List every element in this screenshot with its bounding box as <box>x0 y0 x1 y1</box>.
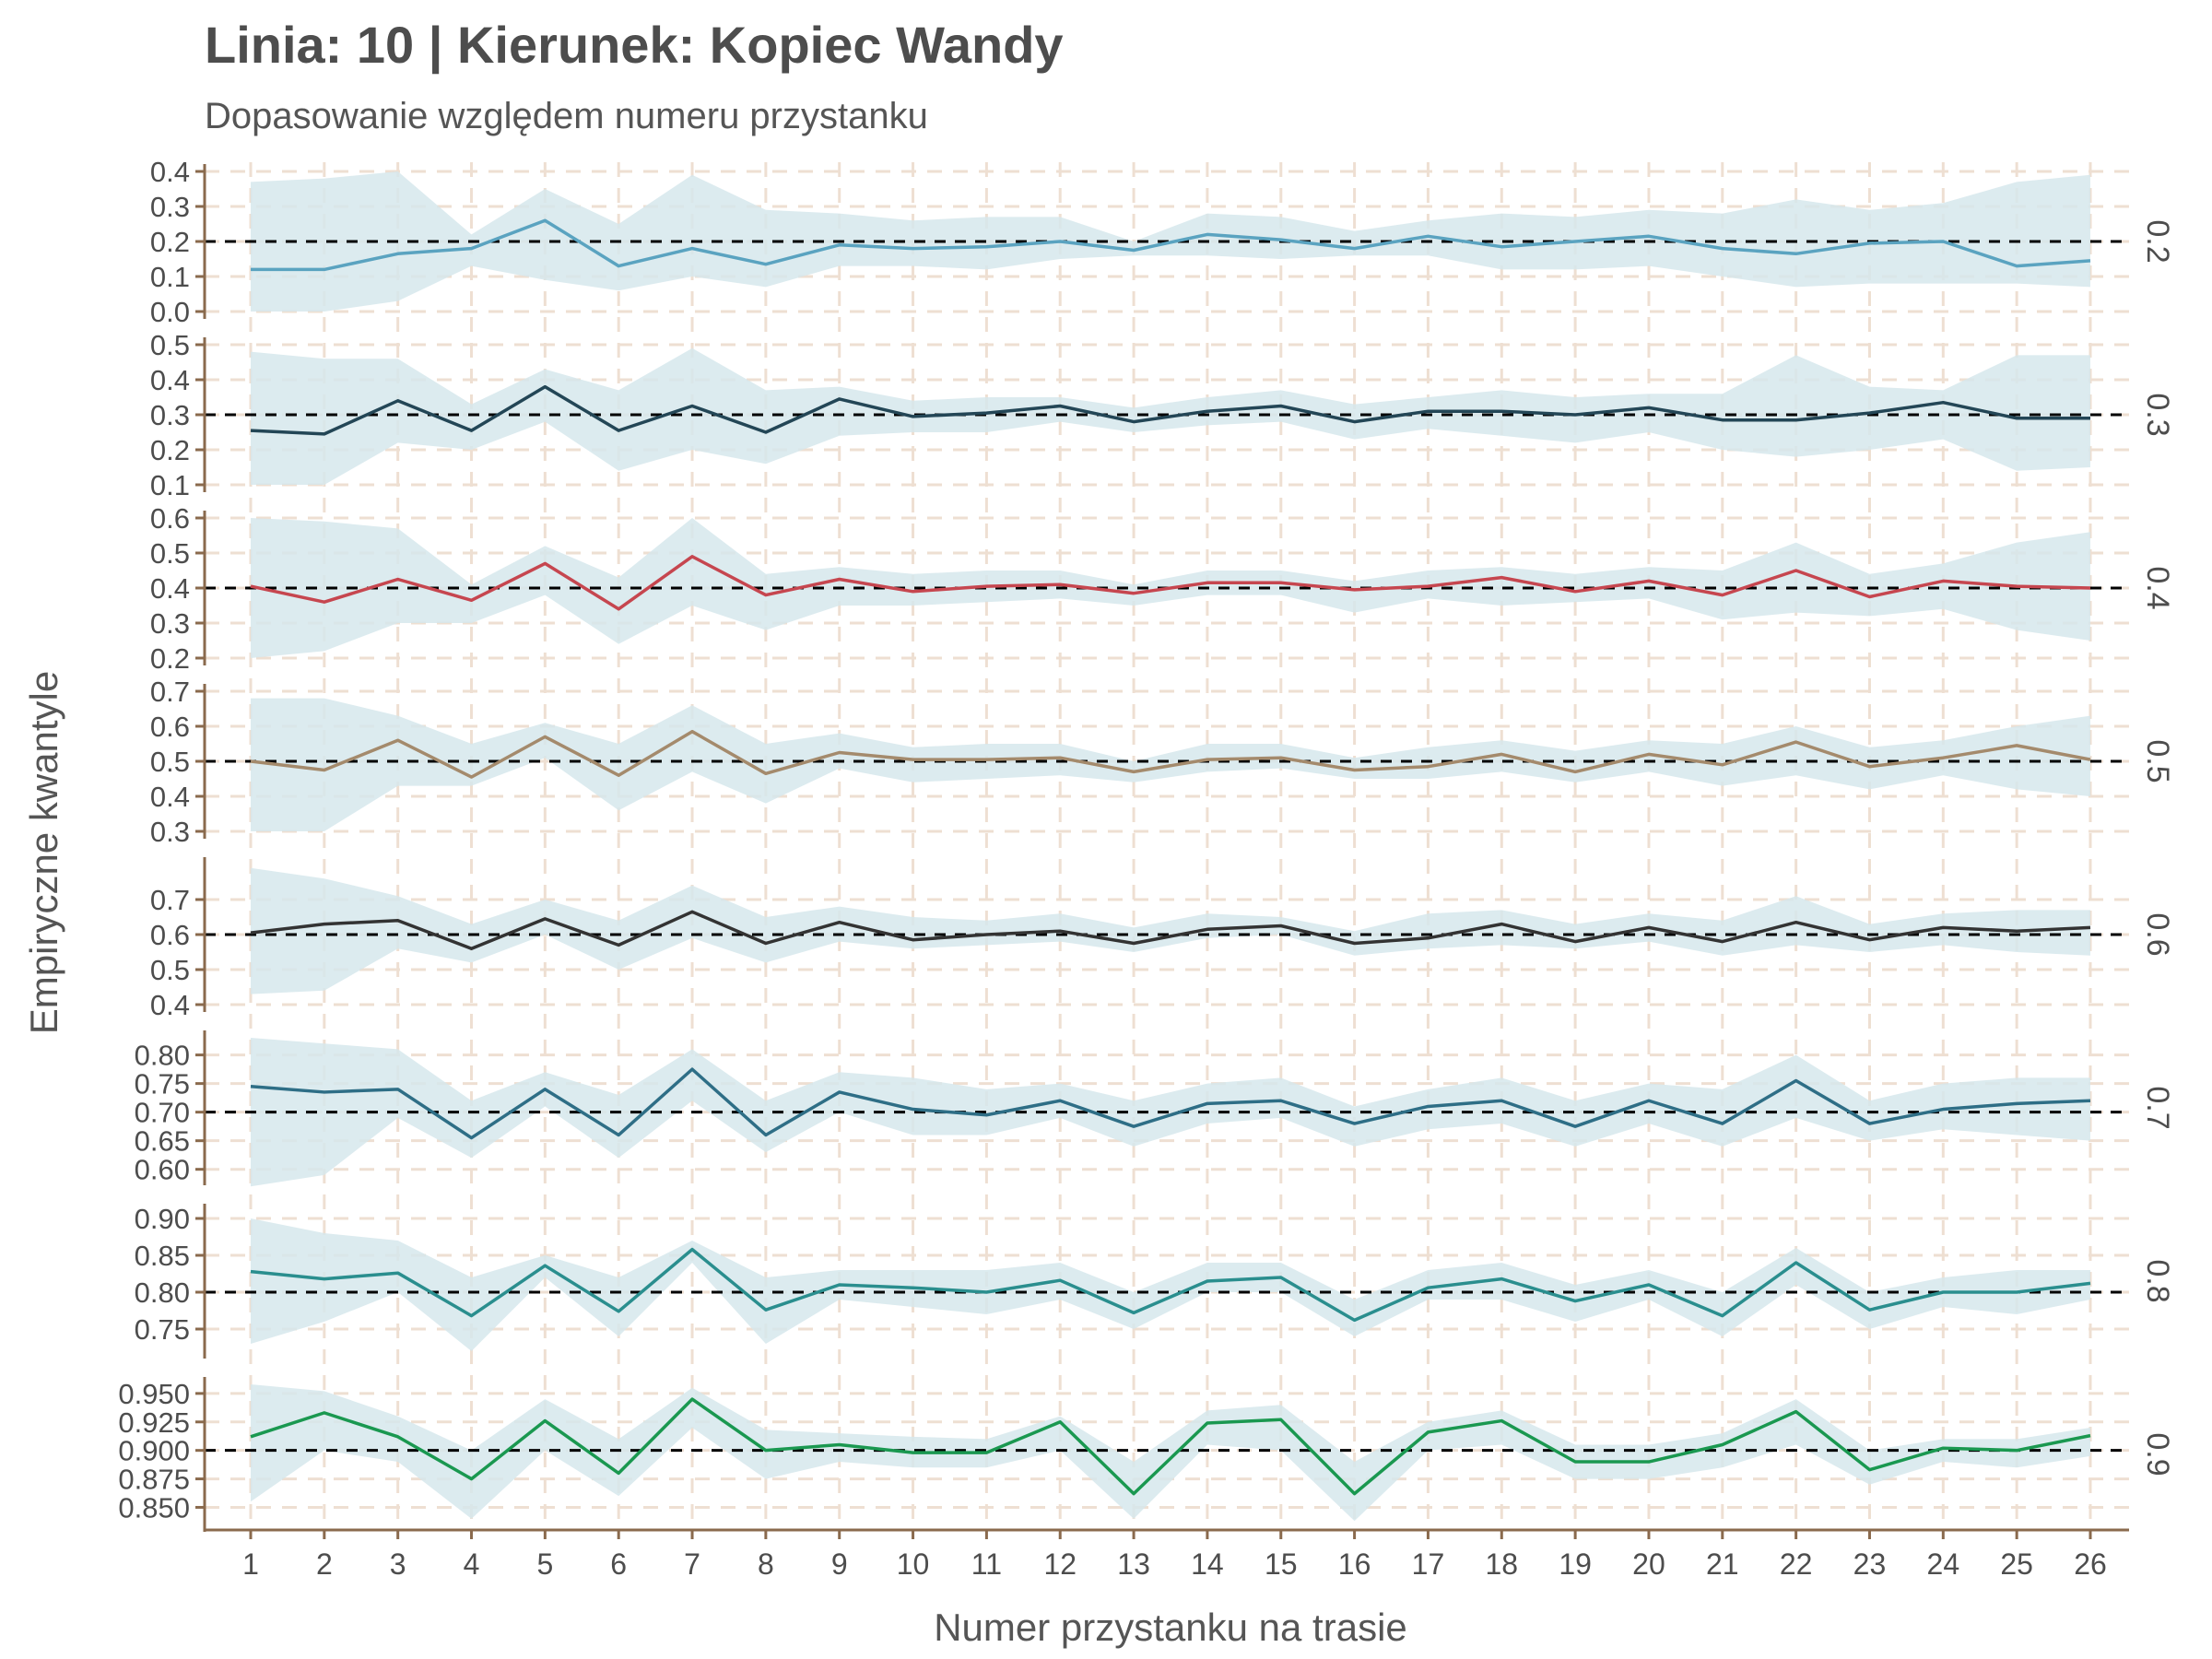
facet-panel-0.8: 0.75 0.80 0.85 0.90 0.8 <box>135 1203 2175 1359</box>
series-line-0.7 <box>250 1067 2091 1140</box>
y-tick-label: 0.4 <box>150 989 190 1021</box>
facet-strip-label: 0.8 <box>2140 1259 2175 1302</box>
x-tick-label: 24 <box>1927 1547 1960 1581</box>
x-tick-label: 16 <box>1338 1547 1371 1581</box>
facet-panel-0.5: 0.30.40.50.60.70.5 <box>150 676 2175 848</box>
y-tick-label: 0.0 <box>150 296 190 328</box>
y-tick-label: 0.5 <box>150 537 190 570</box>
y-tick-label: 0.70 <box>135 1097 190 1129</box>
x-tick-label: 20 <box>1632 1547 1665 1581</box>
x-tick-label: 1 <box>242 1547 259 1581</box>
y-tick-label: 0.6 <box>150 502 190 535</box>
x-tick-label: 4 <box>464 1547 480 1581</box>
facet-strip-label: 0.9 <box>2140 1432 2175 1476</box>
y-tick-label: 0.6 <box>150 711 190 743</box>
y-tick-label: 0.3 <box>150 816 190 848</box>
x-tick-label: 18 <box>1485 1547 1518 1581</box>
y-axis-title: Empiryczne kwantyle <box>22 671 65 1034</box>
facet-strip-label: 0.6 <box>2140 912 2175 956</box>
x-tick-label: 10 <box>897 1547 930 1581</box>
confidence-band <box>251 1384 2090 1522</box>
y-tick-label: 0.6 <box>150 919 190 951</box>
x-axis: 1 2 3 4 5 6 7 8 9 10 11 12 13 14 15 16 17 18 19 20 21 22 23 24 2… <box>205 1528 2129 1581</box>
x-tick-label: 23 <box>1853 1547 1887 1581</box>
x-tick-label: 11 <box>971 1547 1002 1581</box>
series-line-0.5 <box>250 729 2091 779</box>
x-tick-label: 21 <box>1706 1547 1739 1581</box>
y-tick-label: 0.90 <box>135 1203 190 1235</box>
facet-panel-0.4: 0.20.30.40.50.60.4 <box>150 502 2175 675</box>
x-tick-label: 15 <box>1265 1547 1298 1581</box>
confidence-band <box>251 1218 2090 1351</box>
y-tick-label: 0.5 <box>150 746 190 778</box>
chart-subtitle: Dopasowanie względem numeru przystanku <box>205 96 928 136</box>
series-line-0.2 <box>251 218 2091 272</box>
confidence-band <box>251 867 2090 994</box>
y-tick-label: 0.5 <box>150 329 190 361</box>
facet-panel-0.3: 0.10.20.30.40.50.3 <box>150 329 2175 501</box>
x-tick-label: 8 <box>758 1547 774 1581</box>
x-tick-label: 26 <box>2074 1547 2107 1581</box>
y-tick-label: 0.925 <box>118 1406 190 1439</box>
y-tick-label: 0.80 <box>135 1277 190 1309</box>
y-tick-label: 0.1 <box>150 261 190 293</box>
x-tick-label: 6 <box>610 1547 627 1581</box>
facet-strip-label: 0.5 <box>2140 739 2175 782</box>
y-tick-label: 0.7 <box>150 884 190 916</box>
x-tick-label: 19 <box>1559 1547 1592 1581</box>
x-tick-label: 12 <box>1043 1547 1077 1581</box>
y-tick-label: 0.875 <box>118 1464 190 1496</box>
x-tick-label: 3 <box>390 1547 406 1581</box>
y-tick-label: 0.2 <box>150 434 190 466</box>
x-tick-label: 22 <box>1780 1547 1813 1581</box>
x-tick-label: 7 <box>684 1547 700 1581</box>
y-tick-label: 0.75 <box>135 1313 190 1346</box>
y-tick-label: 0.2 <box>150 226 190 258</box>
facet-panel-0.7: 0.600.650.700.750.80 0.7 <box>135 1030 2175 1187</box>
series-line-0.8 <box>250 1247 2091 1323</box>
y-tick-label: 0.1 <box>150 469 190 501</box>
panels-layer: 0.00.10.20.30.40.20.10.20.30.40.50.30.20… <box>118 156 2175 1532</box>
x-tick-label: 25 <box>2000 1547 2033 1581</box>
facet-strip-label: 0.7 <box>2140 1086 2175 1129</box>
facet-strip-label: 0.4 <box>2140 566 2175 609</box>
y-tick-label: 0.950 <box>118 1378 190 1410</box>
x-tick-label: 13 <box>1117 1547 1150 1581</box>
series-line-0.6 <box>250 910 2091 950</box>
chart-title: Linia: 10 | Kierunek: Kopiec Wandy <box>205 16 1064 74</box>
x-tick-label: 17 <box>1412 1547 1445 1581</box>
y-tick-label: 0.7 <box>150 676 190 708</box>
y-tick-label: 0.3 <box>150 399 190 431</box>
y-tick-label: 0.5 <box>150 954 190 986</box>
confidence-band <box>251 1038 2090 1187</box>
y-tick-label: 0.2 <box>150 642 190 675</box>
y-tick-label: 0.900 <box>118 1435 190 1467</box>
series-line-0.9 <box>250 1397 2091 1496</box>
y-tick-label: 0.4 <box>150 781 190 813</box>
facet-strip-label: 0.3 <box>2140 393 2175 436</box>
y-tick-label: 0.80 <box>135 1040 190 1072</box>
y-tick-label: 0.3 <box>150 191 190 223</box>
y-tick-label: 0.4 <box>150 572 190 605</box>
facet-panel-0.6: 0.40.50.60.70.6 <box>150 857 2175 1021</box>
x-tick-label: 14 <box>1191 1547 1224 1581</box>
y-tick-label: 0.75 <box>135 1068 190 1100</box>
y-tick-label: 0.850 <box>118 1491 190 1524</box>
y-tick-label: 0.4 <box>150 364 190 396</box>
x-axis-title: Numer przystanku na trasie <box>934 1606 1407 1649</box>
y-tick-label: 0.4 <box>150 156 190 188</box>
series-line-0.3 <box>250 384 2090 436</box>
facet-strip-label: 0.2 <box>2140 219 2175 263</box>
y-tick-label: 0.3 <box>150 607 190 640</box>
y-tick-label: 0.85 <box>135 1240 190 1272</box>
x-tick-label: 2 <box>316 1547 333 1581</box>
facet-panel-0.2: 0.00.10.20.30.40.2 <box>150 156 2175 328</box>
x-tick-label: 5 <box>536 1547 553 1581</box>
x-tick-label: 9 <box>831 1547 848 1581</box>
y-tick-label: 0.60 <box>135 1154 190 1186</box>
series-line-0.4 <box>250 555 2091 611</box>
y-tick-label: 0.65 <box>135 1125 190 1158</box>
